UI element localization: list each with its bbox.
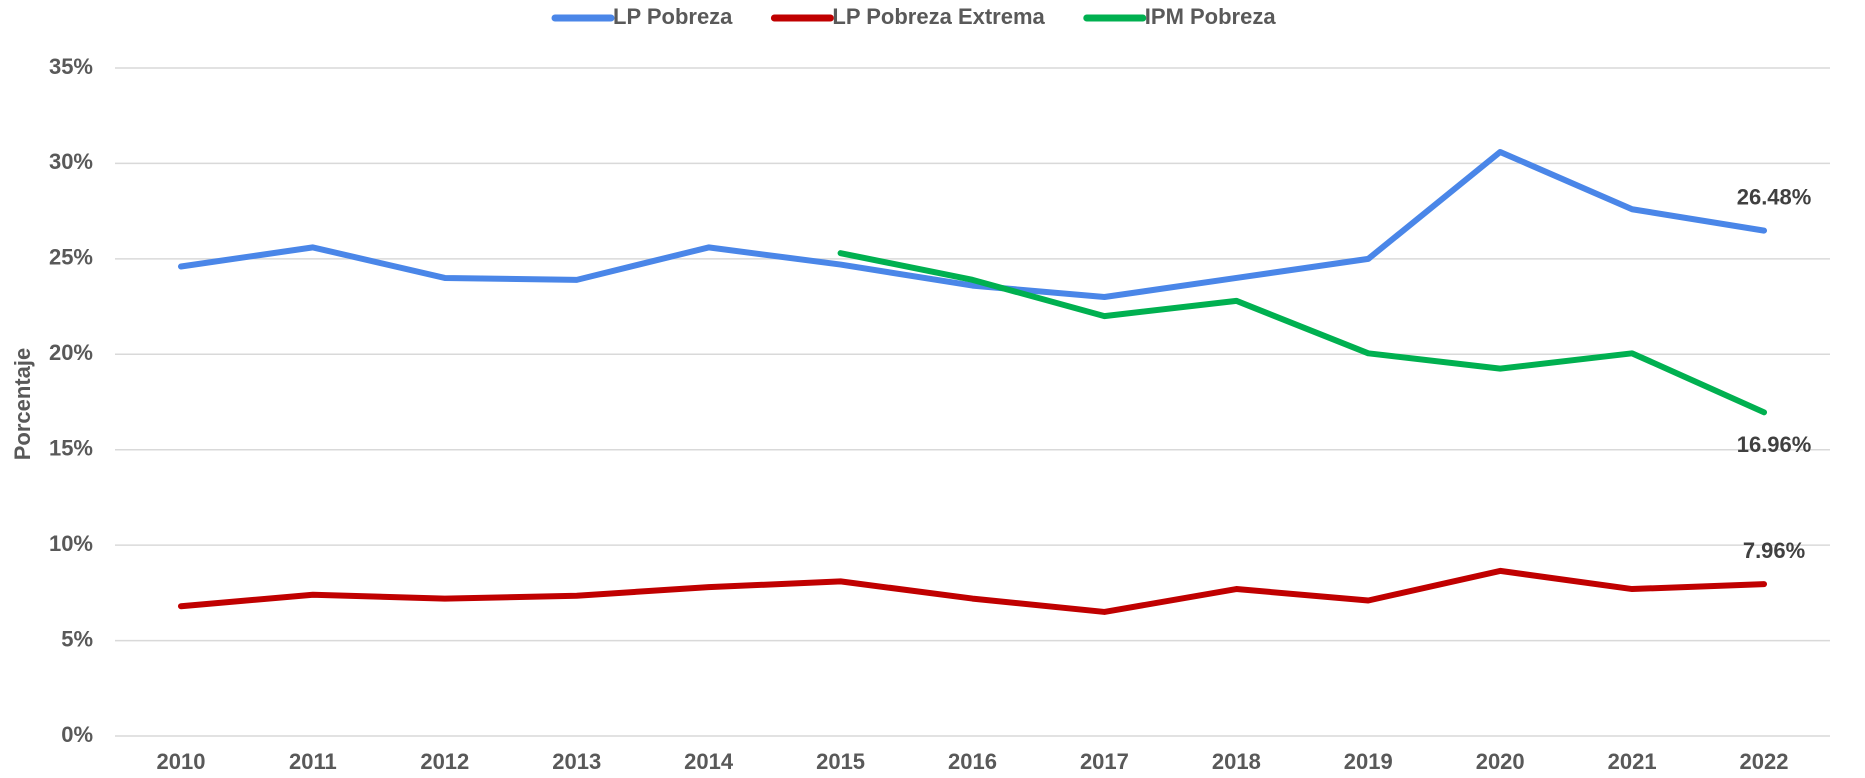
- x-tick-label: 2018: [1212, 749, 1261, 774]
- y-axis-label: Porcentaje: [10, 348, 35, 461]
- value-label: 26.48%: [1737, 184, 1812, 209]
- y-tick-label: 10%: [49, 531, 93, 556]
- series-line: [177, 567, 1768, 615]
- value-label: 7.96%: [1743, 538, 1805, 563]
- y-tick-label: 20%: [49, 340, 93, 365]
- legend-label: LP Pobreza Extrema: [832, 4, 1045, 29]
- x-tick-label: 2011: [289, 749, 337, 774]
- legend-label: LP Pobreza: [613, 4, 733, 29]
- x-tick-label: 2021: [1608, 749, 1657, 774]
- x-tick-label: 2010: [156, 749, 205, 774]
- y-tick-label: 15%: [49, 436, 93, 461]
- x-tick-label: 2014: [684, 749, 734, 774]
- x-tick-label: 2020: [1476, 749, 1525, 774]
- x-tick-label: 2019: [1344, 749, 1393, 774]
- series-line: [837, 250, 1768, 416]
- x-tick-label: 2013: [552, 749, 601, 774]
- y-tick-label: 30%: [49, 149, 93, 174]
- x-tick-label: 2012: [420, 749, 469, 774]
- x-tick-label: 2015: [816, 749, 865, 774]
- value-label: 16.96%: [1737, 432, 1812, 457]
- x-tick-label: 2017: [1080, 749, 1129, 774]
- series-line: [177, 148, 1768, 301]
- y-tick-label: 0%: [61, 722, 93, 747]
- x-tick-label: 2022: [1740, 749, 1789, 774]
- legend-label: IPM Pobreza: [1145, 4, 1277, 29]
- y-tick-label: 25%: [49, 245, 93, 270]
- x-tick-label: 2016: [948, 749, 997, 774]
- y-tick-label: 5%: [61, 626, 93, 651]
- y-tick-label: 35%: [49, 54, 93, 79]
